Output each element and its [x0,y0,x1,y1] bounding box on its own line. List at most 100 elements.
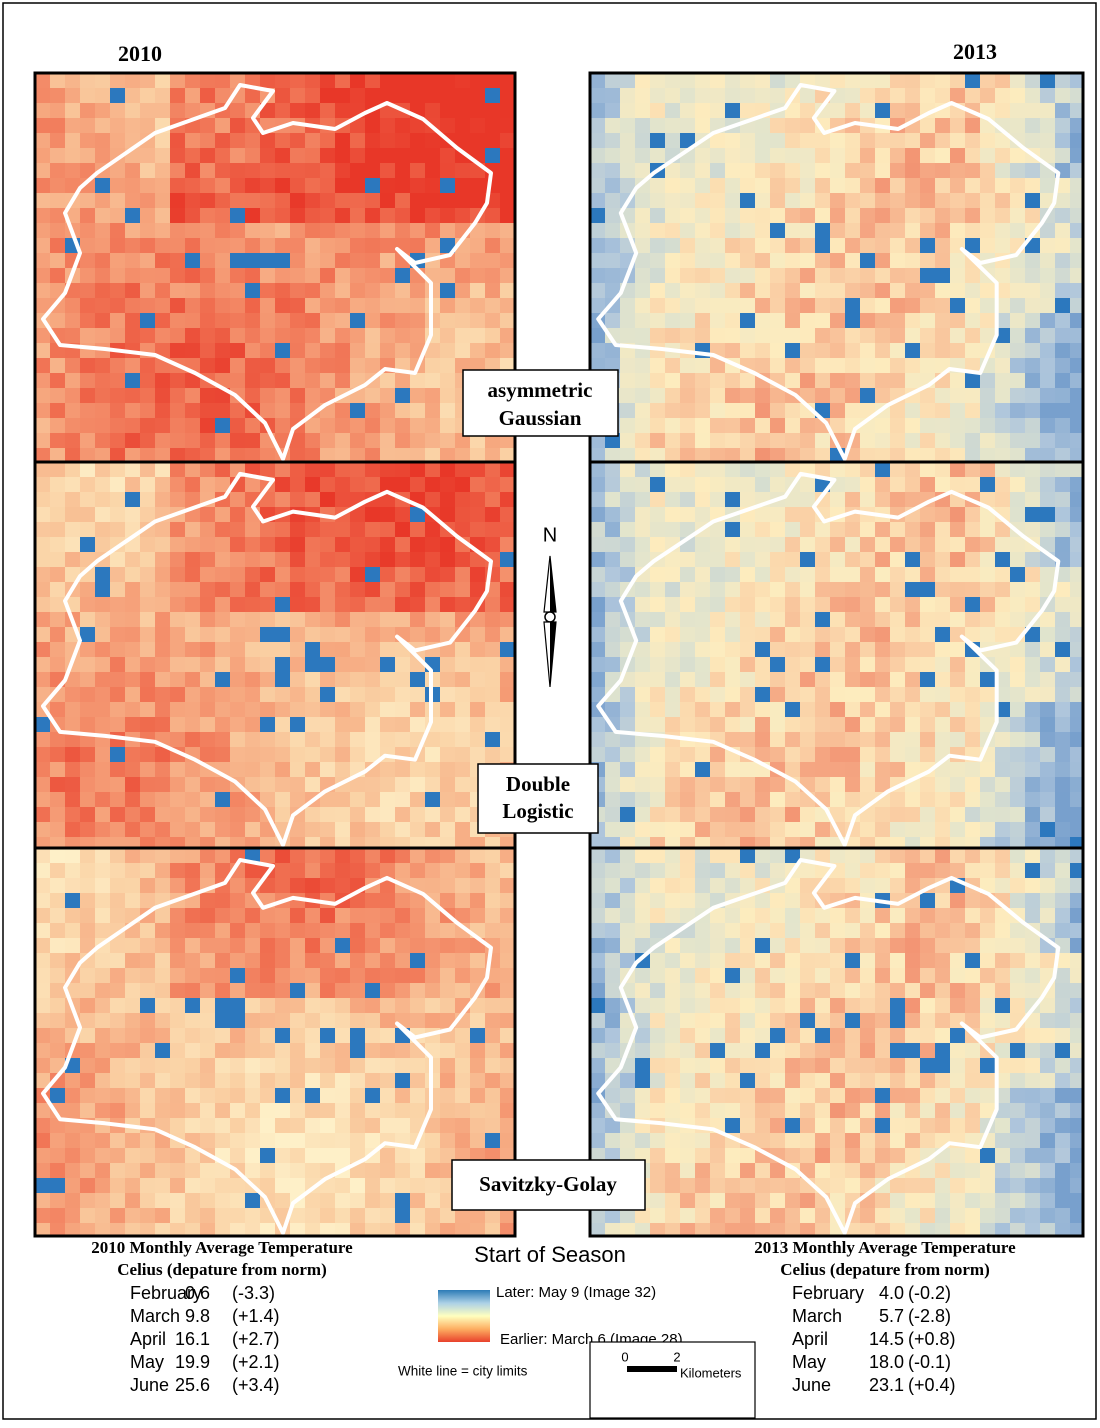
map-cell [635,747,650,762]
map-cell [860,148,875,163]
map-cell [680,717,695,732]
map-cell [725,133,740,148]
map-cell [1040,253,1055,268]
map-cell [365,1043,380,1058]
map-cell [1055,1118,1070,1133]
map-cell [620,462,635,477]
map-cell [395,433,410,448]
map-cell [920,477,935,492]
map-cell [125,657,140,672]
map-cell [860,268,875,283]
map-cell [170,567,185,582]
map-cell [635,1043,650,1058]
map-cell [140,1223,155,1236]
map-cell [905,822,920,837]
map-cell [935,848,950,863]
map-cell [170,1178,185,1193]
map-cell [905,492,920,507]
map-cell [215,1178,230,1193]
map-cell [35,807,50,822]
map-cell [335,687,350,702]
map-cell [785,1103,800,1118]
map-cell [350,1193,365,1208]
map-cell [170,328,185,343]
map-cell [395,223,410,238]
map-cell [290,953,305,968]
map-cell [875,732,890,747]
map-cell [755,477,770,492]
map-cell [410,1088,425,1103]
map-cell [815,388,830,403]
map-cell [1025,807,1040,822]
map-cell [440,837,455,848]
map-cell [860,657,875,672]
map-cell [875,492,890,507]
map-cell [440,848,455,863]
map-cell [410,762,425,777]
map-cell [170,537,185,552]
map-cell [1070,358,1083,373]
map-cell [710,88,725,103]
map-cell [335,998,350,1013]
map-cell [785,448,800,462]
map-cell [635,642,650,657]
map-cell [350,477,365,492]
map-cell [770,702,785,717]
map-cell [50,403,65,418]
map-cell [335,268,350,283]
map-cell [980,582,995,597]
map-cell [425,537,440,552]
map-cell [950,193,965,208]
map-cell [410,433,425,448]
map-cell [770,1073,785,1088]
map-cell [650,133,665,148]
map-cell [905,522,920,537]
map-cell [860,627,875,642]
map-cell [80,418,95,433]
map-cell [695,687,710,702]
map-cell [320,747,335,762]
map-cell [35,343,50,358]
map-cell [665,567,680,582]
map-cell [905,732,920,747]
map-cell [1055,1148,1070,1163]
map-cell [215,597,230,612]
map-cell [290,73,305,88]
map-cell [305,807,320,822]
map-cell [230,983,245,998]
map-cell [155,73,170,88]
map-cell [740,477,755,492]
map-cell [365,313,380,328]
map-cell [80,193,95,208]
map-cell [905,1178,920,1193]
map-cell [755,822,770,837]
map-cell [35,552,50,567]
map-cell [140,1193,155,1208]
map-cell [830,1148,845,1163]
map-cell [605,938,620,953]
map-cell [635,612,650,627]
map-cell [935,448,950,462]
map-cell [35,253,50,268]
map-cell [500,1088,515,1103]
map-cell [605,848,620,863]
map-cell [965,522,980,537]
map-cell [365,687,380,702]
map-cell [320,522,335,537]
map-cell [395,507,410,522]
map-cell [680,462,695,477]
map-cell [260,208,275,223]
map-cell [890,567,905,582]
map-cell [140,822,155,837]
map-cell [755,717,770,732]
map-cell [440,388,455,403]
map-cell [695,1148,710,1163]
map-cell [335,283,350,298]
map-cell [50,567,65,582]
map-cell [80,103,95,118]
map-cell [1055,522,1070,537]
map-cell [170,73,185,88]
map-cell [800,358,815,373]
map-cell [950,163,965,178]
map-cell [800,807,815,822]
